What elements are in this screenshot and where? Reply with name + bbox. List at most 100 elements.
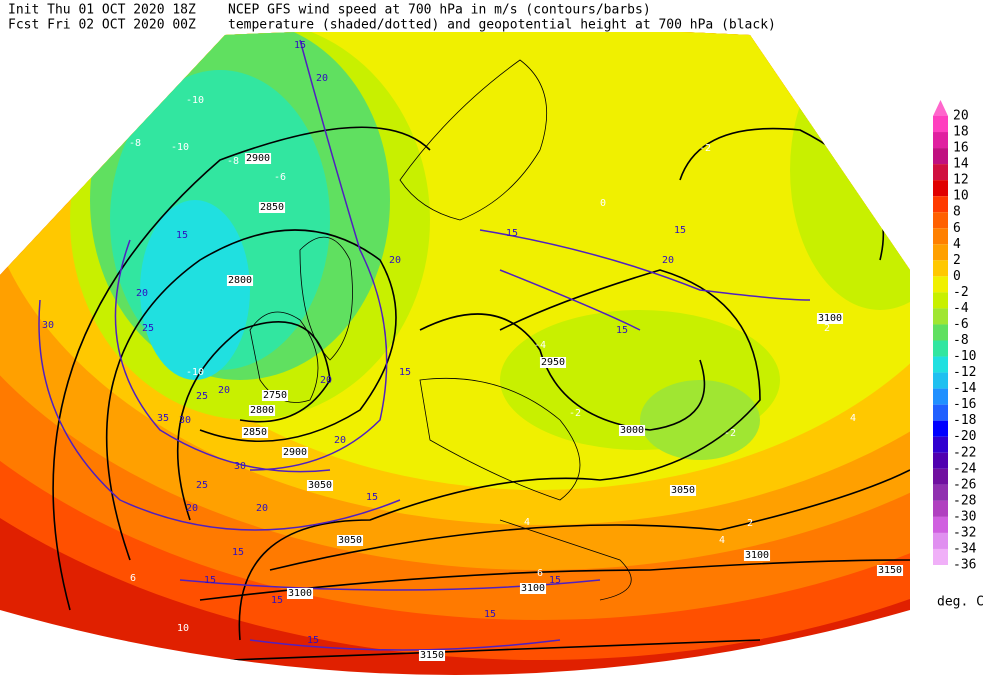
colorbar: 20181614121086420-2-4-6-8-10-12-14-16-18… <box>933 109 977 573</box>
temperature-label: -2 <box>699 143 711 154</box>
height-label-box <box>336 535 364 546</box>
temperature-label: -2 <box>724 428 736 439</box>
wind-label: 20 <box>662 255 674 266</box>
height-label-box <box>743 550 771 561</box>
height-label-box <box>306 480 334 491</box>
temperature-label: 6 <box>537 568 543 579</box>
wind-label: 20 <box>136 288 148 299</box>
height-label-box <box>226 275 254 286</box>
wind-label: 25 <box>196 391 208 402</box>
temperature-label: 6 <box>130 573 136 584</box>
colorbar-box <box>933 308 948 325</box>
temperature-label: 0 <box>600 198 606 209</box>
wind-label: 20 <box>256 503 268 514</box>
colorbar-label: -4 <box>953 301 969 316</box>
height-label: 3100 <box>521 583 545 594</box>
temperature-label: 4 <box>850 413 856 424</box>
colorbar-box <box>933 452 948 469</box>
wind-label: 15 <box>616 325 628 336</box>
height-label: 2800 <box>228 275 252 286</box>
height-label: 3100 <box>288 588 312 599</box>
colorbar-box <box>933 148 948 165</box>
colorbar-box <box>933 116 948 133</box>
wind-label: 25 <box>196 480 208 491</box>
colorbar-label: 2 <box>953 253 961 268</box>
colorbar-label: 12 <box>953 173 969 188</box>
height-label: 3100 <box>745 550 769 561</box>
height-label: 3050 <box>671 485 695 496</box>
colorbar-box <box>933 164 948 181</box>
temperature-label: -8 <box>129 138 141 149</box>
colorbar-label: -20 <box>953 429 976 444</box>
temperature-label: -10 <box>186 367 204 378</box>
colorbar-label: -18 <box>953 413 976 428</box>
colorbar-label: 16 <box>953 141 969 156</box>
forecast-time: Fcst Fri 02 OCT 2020 00Z <box>8 18 196 33</box>
height-label-box <box>539 357 567 368</box>
colorbar-label: -32 <box>953 525 976 540</box>
height-label: 3150 <box>420 650 444 661</box>
colorbar-label: -2 <box>953 285 969 300</box>
height-label-box <box>816 313 844 324</box>
height-label-box <box>261 390 289 401</box>
wind-label: 15 <box>204 575 216 586</box>
height-label: 2850 <box>260 202 284 213</box>
colorbar-label: -14 <box>953 381 977 396</box>
init-time: Init Thu 01 OCT 2020 18Z <box>8 3 196 18</box>
colorbar-label: -28 <box>953 493 976 508</box>
wind-label: 30 <box>234 461 246 472</box>
colorbar-box <box>933 132 948 149</box>
colorbar-label: -24 <box>953 461 977 476</box>
colorbar-box <box>933 388 948 405</box>
height-label: 2750 <box>263 390 287 401</box>
height-label-box <box>669 485 697 496</box>
colorbar-box <box>933 548 948 565</box>
wind-label: 35 <box>157 413 169 424</box>
colorbar-label: -30 <box>953 509 976 524</box>
temperature-label: 2 <box>824 323 830 334</box>
coastlines <box>249 59 632 601</box>
wind-label: 15 <box>506 228 518 239</box>
height-label: 2950 <box>541 357 565 368</box>
colorbar-box <box>933 292 948 309</box>
height-label: 2850 <box>243 427 267 438</box>
height-label: 3100 <box>818 313 842 324</box>
colorbar-label: 20 <box>953 109 969 124</box>
map-labels: 2900 2850 2800 2750 2800 2850 2900 2950 3000 3050… <box>42 40 904 661</box>
wind-label: 20 <box>389 255 401 266</box>
temperature-label: -8 <box>227 156 239 167</box>
colorbar-box <box>933 484 948 501</box>
wind-label: 30 <box>42 320 54 331</box>
wind-label: 15 <box>484 609 496 620</box>
wind-label: 15 <box>294 40 306 51</box>
height-label-box <box>248 405 276 416</box>
temperature-label: 4 <box>524 517 530 528</box>
colorbar-label: -34 <box>953 541 977 556</box>
wind-label: 15 <box>549 575 561 586</box>
colorbar-box <box>933 356 948 373</box>
height-label: 2900 <box>283 447 307 458</box>
colorbar-box <box>933 420 948 437</box>
colorbar-label: -10 <box>953 349 976 364</box>
colorbar-label: -36 <box>953 558 976 573</box>
header-band <box>0 0 1000 32</box>
height-label-box <box>618 425 646 436</box>
wind-label: 15 <box>399 367 411 378</box>
wind-label: 15 <box>307 635 319 646</box>
wind-label: 20 <box>316 73 328 84</box>
temperature-label: -2 <box>569 408 581 419</box>
unit-label: deg. C <box>937 595 984 610</box>
wind-label: 15 <box>271 595 283 606</box>
temperature-label: 10 <box>177 623 189 634</box>
colorbar-box <box>933 228 948 245</box>
height-label: 3050 <box>308 480 332 491</box>
temperature-label: -10 <box>171 142 189 153</box>
colorbar-box <box>933 244 948 261</box>
height-label: 3150 <box>878 565 902 576</box>
colorbar-label: -16 <box>953 397 976 412</box>
wind-label: 15 <box>366 492 378 503</box>
colorbar-box <box>933 340 948 357</box>
colorbar-label: 18 <box>953 125 969 140</box>
height-label-box <box>876 565 904 576</box>
colorbar-box <box>933 468 948 485</box>
